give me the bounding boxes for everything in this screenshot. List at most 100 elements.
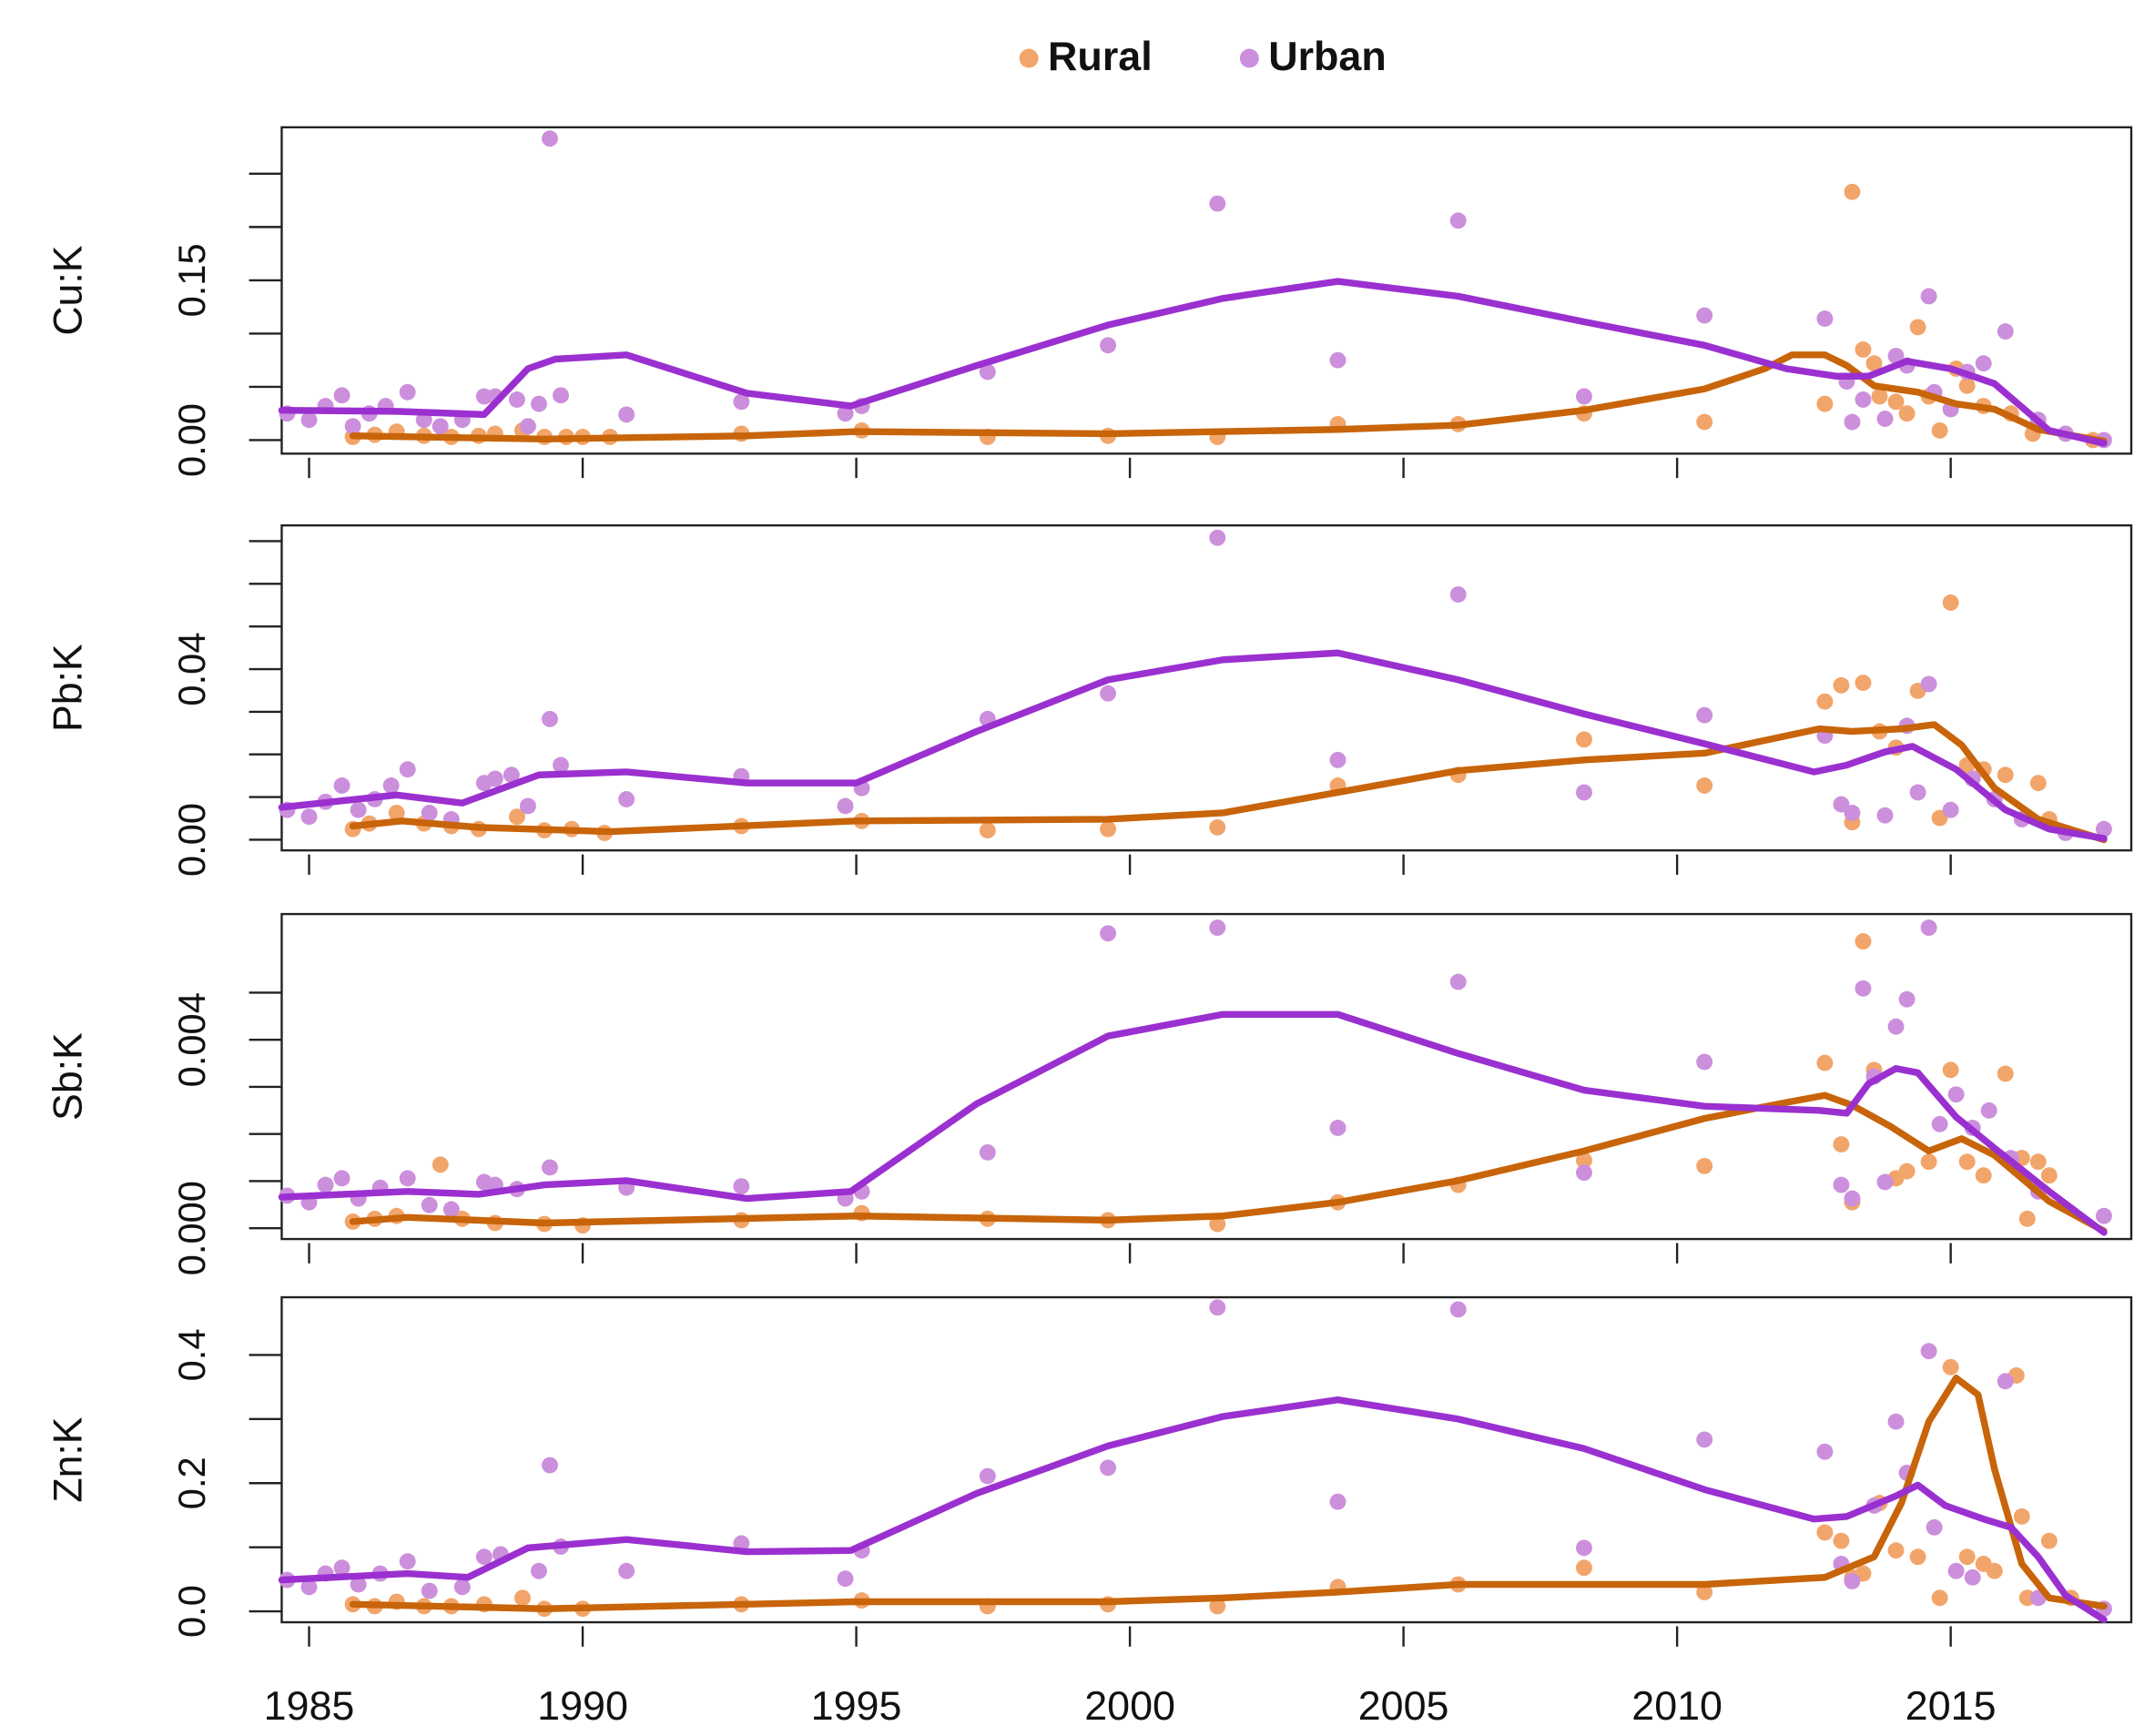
data-point xyxy=(1926,1518,1943,1536)
data-point xyxy=(1816,1054,1834,1071)
data-point xyxy=(2029,775,2047,792)
data-point xyxy=(333,1559,351,1577)
data-point xyxy=(618,1562,635,1579)
y-axis-label: Pb:K xyxy=(46,644,90,732)
data-point xyxy=(553,756,569,774)
data-point xyxy=(1855,980,1872,997)
x-tick-label: 2015 xyxy=(1905,1684,1997,1729)
data-point xyxy=(837,797,854,815)
data-point xyxy=(1942,1358,1959,1376)
legend-label: Urban xyxy=(1268,35,1387,79)
data-point xyxy=(1100,925,1117,942)
data-point xyxy=(1329,1120,1346,1136)
data-point xyxy=(1909,319,1926,336)
data-point xyxy=(2013,1508,2030,1525)
data-point xyxy=(1844,413,1861,431)
data-point xyxy=(421,1582,438,1599)
data-point xyxy=(2095,1207,2112,1224)
data-point xyxy=(1975,355,1992,372)
data-point xyxy=(475,1548,493,1566)
trend-line xyxy=(349,721,2108,844)
data-point xyxy=(421,805,438,821)
data-point xyxy=(1209,919,1226,937)
data-point xyxy=(1449,973,1467,990)
data-point xyxy=(1997,1373,2014,1390)
data-point xyxy=(399,1170,416,1187)
data-point xyxy=(2040,1167,2058,1184)
data-point xyxy=(1833,1532,1850,1549)
data-point xyxy=(1986,1562,2003,1579)
y-tick-label: 0.04 xyxy=(170,633,213,706)
data-point xyxy=(300,808,318,826)
y-tick-label: 0.00 xyxy=(170,403,213,477)
data-point xyxy=(1209,1299,1226,1316)
plot-frame xyxy=(280,912,2133,1241)
data-point xyxy=(2095,820,2112,838)
data-point xyxy=(1855,933,1872,950)
data-point xyxy=(1575,1539,1592,1557)
data-point xyxy=(2029,1153,2047,1171)
data-point xyxy=(1100,1459,1117,1477)
data-point xyxy=(2040,1532,2058,1549)
x-tick-label: 2000 xyxy=(1084,1684,1175,1729)
trend-line xyxy=(349,1375,2108,1612)
data-point xyxy=(1920,1153,1937,1171)
data-point xyxy=(1833,796,1850,813)
data-point xyxy=(399,1553,416,1570)
data-point xyxy=(486,770,503,787)
trend-line xyxy=(278,278,2108,447)
data-point xyxy=(442,1201,460,1218)
data-point xyxy=(1887,1018,1905,1035)
data-point xyxy=(350,801,367,818)
trend-line xyxy=(349,1091,2108,1235)
data-point xyxy=(541,130,558,147)
data-point xyxy=(1696,1431,1713,1448)
y-tick-label: 0.00 xyxy=(170,803,213,877)
data-point xyxy=(1816,1524,1834,1541)
y-tick-label: 0.000 xyxy=(170,1181,213,1275)
data-point xyxy=(1947,1086,1965,1103)
data-point xyxy=(1696,1157,1713,1174)
data-point xyxy=(317,1176,334,1193)
data-point xyxy=(541,1159,558,1176)
y-axis-label: Zn:K xyxy=(46,1416,90,1502)
data-point xyxy=(1931,1589,1948,1607)
data-point xyxy=(1997,766,2014,784)
data-point xyxy=(1816,693,1834,710)
data-point xyxy=(453,1579,471,1596)
trend-line xyxy=(278,1396,2108,1623)
data-point xyxy=(733,393,750,411)
plot-frame xyxy=(280,523,2133,852)
data-point xyxy=(333,1170,351,1187)
x-tick-label: 1985 xyxy=(264,1684,355,1729)
data-point xyxy=(513,1589,531,1607)
data-point xyxy=(979,822,996,839)
data-point xyxy=(618,406,635,423)
data-point xyxy=(979,1467,996,1485)
data-point xyxy=(1876,1173,1894,1191)
data-point xyxy=(432,1156,449,1173)
data-point xyxy=(333,387,351,404)
y-axis-label: Cu:K xyxy=(46,245,90,335)
data-point xyxy=(1449,212,1467,229)
data-point xyxy=(1816,1443,1834,1460)
data-point xyxy=(1696,1053,1713,1071)
data-point xyxy=(300,1579,318,1596)
data-point xyxy=(618,791,635,807)
data-point xyxy=(1942,801,1959,818)
plot-frame xyxy=(280,1295,2133,1624)
data-point xyxy=(1449,1301,1467,1318)
data-point xyxy=(344,418,361,435)
data-point xyxy=(1575,388,1592,405)
data-point xyxy=(1887,393,1905,411)
data-point xyxy=(1833,676,1850,694)
data-point xyxy=(1920,1343,1937,1360)
data-point xyxy=(1871,388,1888,405)
data-point xyxy=(530,395,547,412)
data-point xyxy=(1855,341,1872,358)
y-tick-label: 0.2 xyxy=(170,1457,213,1509)
data-point xyxy=(1855,675,1872,691)
data-point xyxy=(1816,395,1834,412)
